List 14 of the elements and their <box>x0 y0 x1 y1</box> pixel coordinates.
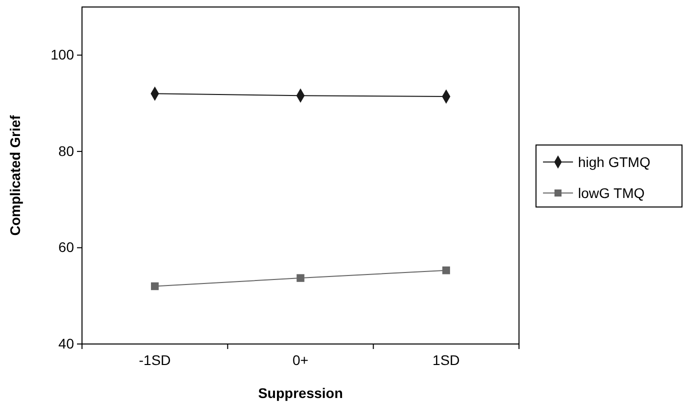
y-tick-label: 40 <box>58 335 74 352</box>
x-tick-label: 0+ <box>292 352 308 368</box>
point <box>442 266 450 274</box>
y-tick-label: 60 <box>58 239 74 256</box>
legend-label: lowG TMQ <box>578 185 645 201</box>
point <box>150 282 159 290</box>
y-tick-label: 80 <box>58 142 74 159</box>
x-tick-label: -1SD <box>138 352 171 368</box>
x-tick-label: 1SD <box>432 352 460 368</box>
y-axis-title: Complicated Grief <box>7 114 23 236</box>
x-axis-title: Suppression <box>258 385 343 401</box>
legend-label: high GTMQ <box>578 154 650 170</box>
y-tick-label: 100 <box>50 46 74 63</box>
point <box>296 274 304 282</box>
